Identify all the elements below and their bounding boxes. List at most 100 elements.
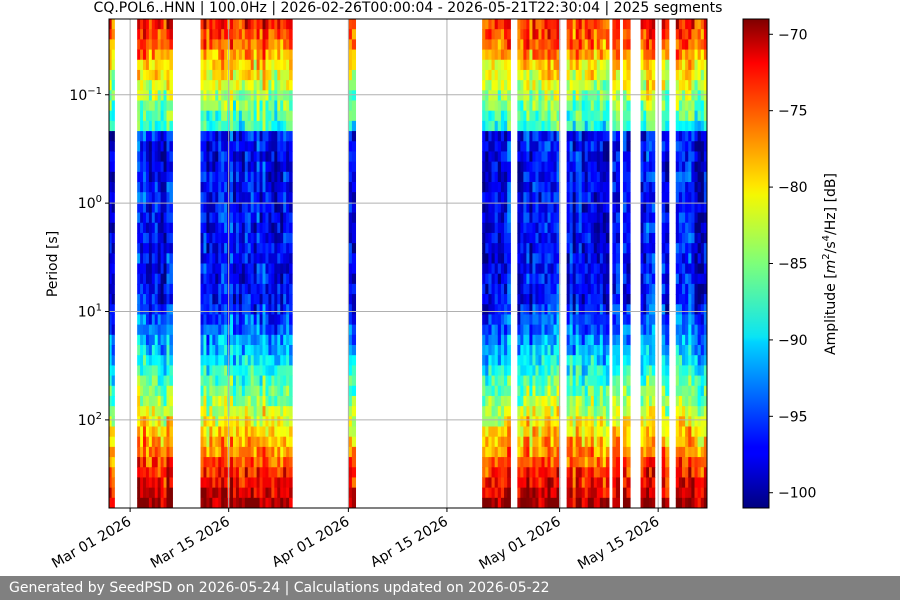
- spectrogram-cell: [244, 497, 249, 508]
- spectrogram-cell: [678, 467, 683, 479]
- spectrogram-cell: [643, 19, 647, 30]
- spectrogram-cell: [244, 436, 249, 448]
- spectrogram-cell: [247, 263, 252, 275]
- spectrogram-cell: [697, 314, 702, 326]
- spectrogram-cell: [665, 80, 670, 91]
- spectrogram-cell: [494, 365, 499, 377]
- spectrogram-cell: [271, 497, 275, 508]
- spectrogram-cell: [274, 283, 278, 295]
- spectrogram-cell: [148, 263, 153, 275]
- spectrogram-cell: [244, 151, 249, 163]
- spectrogram-cell: [532, 273, 537, 285]
- spectrogram-cell: [605, 365, 610, 377]
- spectrogram-cell: [169, 161, 173, 173]
- spectrogram-cell: [526, 19, 531, 30]
- spectrogram-cell: [265, 467, 270, 479]
- spectrogram-cell: [590, 182, 595, 193]
- spectrogram-cell: [626, 151, 631, 163]
- spectrogram-cell: [529, 416, 534, 428]
- spectrogram-cell: [286, 457, 290, 468]
- spectrogram-cell: [166, 334, 171, 346]
- spectrogram-cell: [688, 345, 692, 356]
- spectrogram-cell: [578, 90, 583, 102]
- spectrogram-cell: [280, 355, 284, 366]
- spectrogram-cell: [605, 273, 610, 285]
- spectrogram-cell: [244, 243, 249, 254]
- spectrogram-cell: [661, 151, 666, 163]
- spectrogram-cell: [286, 120, 290, 132]
- spectrogram-cell: [500, 182, 505, 193]
- spectrogram-cell: [665, 334, 670, 346]
- spectrogram-cell: [599, 446, 604, 458]
- spectrogram-cell: [615, 263, 621, 275]
- spectrogram-cell: [169, 192, 173, 203]
- spectrogram-cell: [200, 345, 205, 356]
- spectrogram-cell: [541, 436, 546, 448]
- spectrogram-cell: [575, 222, 580, 234]
- spectrogram-cell: [691, 436, 696, 448]
- spectrogram-cell: [572, 375, 577, 387]
- spectrogram-cell: [497, 222, 502, 234]
- spectrogram-cell: [694, 120, 699, 132]
- spectrogram-cell: [596, 110, 601, 122]
- spectrogram-cell: [157, 253, 162, 265]
- spectrogram-cell: [488, 100, 493, 112]
- spectrogram-cell: [697, 477, 702, 489]
- spectrogram-cell: [143, 406, 147, 417]
- spectrogram-cell: [602, 171, 607, 183]
- spectrogram-cell: [169, 131, 173, 142]
- spectrogram-cell: [224, 395, 228, 407]
- spectrogram-cell: [581, 385, 586, 397]
- spectrogram-cell: [233, 29, 237, 40]
- spectrogram-cell: [491, 19, 496, 30]
- spectrogram-cell: [532, 100, 537, 112]
- spectrogram-cell: [143, 375, 147, 387]
- spectrogram-cell: [253, 467, 258, 479]
- spectrogram-cell: [566, 131, 571, 142]
- spectrogram-cell: [599, 334, 604, 346]
- spectrogram-cell: [694, 49, 699, 61]
- spectrogram-cell: [111, 19, 115, 30]
- spectrogram-cell: [230, 273, 234, 285]
- spectrogram-cell: [685, 355, 689, 366]
- spectrogram-cell: [553, 365, 558, 377]
- spectrogram-cell: [507, 29, 511, 40]
- spectrogram-cell: [148, 334, 153, 346]
- spectrogram-cell: [111, 69, 115, 81]
- spectrogram-cell: [241, 283, 246, 295]
- spectrogram-cell: [541, 29, 546, 40]
- spectrogram-cell: [230, 304, 234, 316]
- spectrogram-cell: [151, 294, 156, 305]
- spectrogram-cell: [215, 467, 219, 479]
- spectrogram-cell: [520, 446, 524, 458]
- spectrogram-cell: [593, 365, 598, 377]
- spectrogram-cell: [209, 80, 213, 91]
- spectrogram-cell: [143, 141, 147, 153]
- spectrogram-cell: [274, 131, 278, 142]
- spectrogram-cell: [280, 283, 284, 295]
- spectrogram-cell: [646, 90, 650, 102]
- spectrogram-cell: [215, 477, 219, 489]
- spectrogram-cell: [529, 365, 534, 377]
- spectrogram-cell: [622, 477, 628, 489]
- spectrogram-cell: [575, 477, 580, 489]
- spectrogram-cell: [247, 294, 252, 305]
- spectrogram-cell: [244, 100, 249, 112]
- spectrogram-cell: [541, 243, 546, 254]
- spectrogram-cell: [221, 497, 225, 508]
- spectrogram-cell: [203, 273, 208, 285]
- spectrogram-cell: [584, 171, 589, 183]
- spectrogram-cell: [143, 314, 147, 326]
- spectrogram-cell: [691, 80, 696, 91]
- spectrogram-cell: [507, 243, 511, 254]
- spectrogram-cell: [541, 182, 546, 193]
- spectrogram-cell: [553, 283, 558, 295]
- spectrogram-cell: [283, 90, 287, 102]
- spectrogram-cell: [682, 263, 686, 275]
- spectrogram-cell: [646, 487, 650, 499]
- spectrogram-cell: [665, 29, 670, 40]
- spectrogram-cell: [575, 80, 580, 91]
- spectrogram-cell: [256, 294, 261, 305]
- spectrogram-cell: [685, 304, 689, 316]
- spectrogram-cell: [348, 222, 353, 234]
